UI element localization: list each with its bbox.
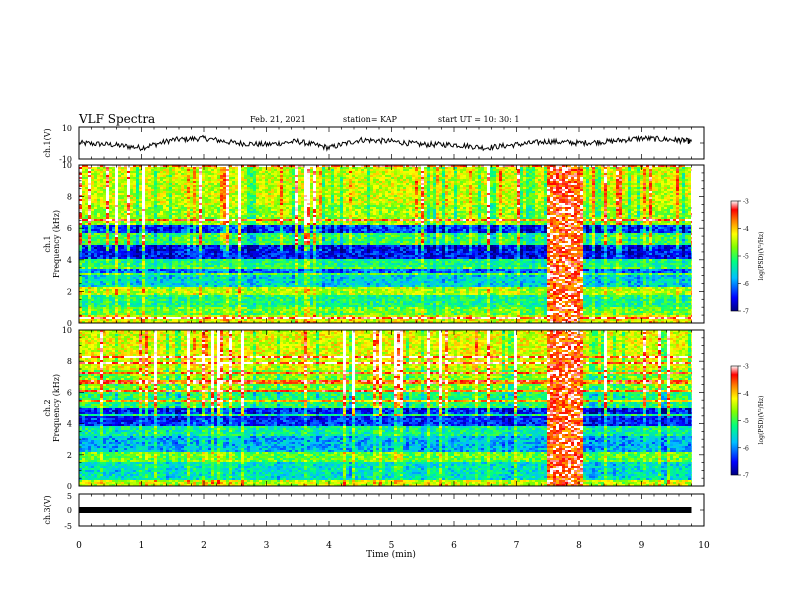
ch3-ticks <box>78 493 705 527</box>
frequency-tick-label: 6 <box>67 388 72 397</box>
colorbar-tick-label: -7 <box>743 309 749 316</box>
ch1-colorbar-ticks: -3 -4 -5 -6 -7 <box>738 199 749 316</box>
ch2-frequency-label: Frequency (kHz) <box>52 374 61 442</box>
ch1-colorbar: -3 -4 -5 -6 -7 log(PSD)(V²/Hz) <box>730 199 765 316</box>
ch2-colorbar-label: log(PSD)(V²/Hz) <box>758 396 765 445</box>
colorbar-tick-label: -4 <box>743 226 749 233</box>
ch3-ytick-middle: 0 <box>67 506 72 515</box>
ch2-frequency-tick-labels: 0 2 4 6 8 10 <box>62 326 72 491</box>
time-tick-label: 4 <box>326 541 332 551</box>
time-tick-label: 0 <box>76 541 82 551</box>
ch2-colorbar-gradient <box>730 365 739 476</box>
ch1-spectrogram-panel: 0 2 4 6 8 10 ch.1 Frequency (kHz) <box>43 161 705 328</box>
colorbar-tick-label: -3 <box>743 364 749 371</box>
frequency-tick-label: 0 <box>67 319 72 328</box>
ch3-ytick-bottom: -5 <box>64 522 72 531</box>
ch1-ytick-top: 10 <box>62 124 72 133</box>
time-axis-tick-labels: 0 1 2 3 4 5 6 7 8 9 10 <box>76 541 710 551</box>
ch1-trace-line <box>78 134 692 152</box>
figure-title: VLF Spectra <box>78 112 155 126</box>
ch1-ytick-bottom: -10 <box>59 155 72 164</box>
ch1-spectrogram-ticks <box>78 164 705 324</box>
colorbar-tick-label: -7 <box>743 473 749 480</box>
time-tick-label: 5 <box>389 541 395 551</box>
time-tick-label: 3 <box>264 541 270 551</box>
frequency-tick-label: 2 <box>67 287 72 296</box>
ch1-x-ticks <box>78 126 705 160</box>
time-tick-label: 9 <box>639 541 645 551</box>
frequency-tick-label: 10 <box>62 161 72 170</box>
frequency-tick-label: 0 <box>67 482 72 491</box>
start-time-label: start UT = 10: 30: 1 <box>438 115 519 124</box>
frequency-tick-label: 8 <box>67 357 72 366</box>
colorbar-tick-label: -6 <box>743 281 749 288</box>
ch3-waveform-panel: 5 0 -5 ch.3(V) <box>43 492 705 531</box>
ch3-ylabel: ch.3(V) <box>43 495 52 524</box>
frequency-tick-label: 2 <box>67 451 72 460</box>
frequency-tick-label: 6 <box>67 224 72 233</box>
ch1-frequency-label: Frequency (kHz) <box>52 210 61 278</box>
station-label: station= KAP <box>343 115 398 124</box>
colorbar-tick-label: -3 <box>743 199 749 206</box>
time-tick-label: 1 <box>139 541 145 551</box>
colorbar-tick-label: -6 <box>743 445 749 452</box>
date-label: Feb. 21, 2021 <box>250 115 306 124</box>
ch3-trace-line <box>79 507 692 513</box>
ch2-spectrogram-panel: 0 2 4 6 8 10 ch.2 Frequency (kHz) <box>43 326 705 491</box>
frequency-tick-label: 8 <box>67 193 72 202</box>
frequency-tick-label: 4 <box>67 256 72 265</box>
ch2-spectrogram-ticks <box>78 329 705 487</box>
ch1-colorbar-gradient <box>730 200 739 312</box>
time-tick-label: 8 <box>576 541 582 551</box>
colorbar-tick-label: -5 <box>743 254 749 261</box>
ch1-spectrogram-ylabel: ch.1 <box>43 235 52 252</box>
time-tick-label: 10 <box>698 541 710 551</box>
ch3-ytick-top: 5 <box>67 492 72 501</box>
ch1-ylabel: ch.1(V) <box>43 128 52 157</box>
colorbar-tick-label: -4 <box>743 391 749 398</box>
ch1-spectrogram-image <box>79 165 692 324</box>
colorbar-tick-label: -5 <box>743 418 749 425</box>
time-axis-label: Time (min) <box>366 549 416 560</box>
ch1-colorbar-label: log(PSD)(V²/Hz) <box>758 232 765 281</box>
time-tick-label: 2 <box>201 541 207 551</box>
time-tick-label: 7 <box>514 541 520 551</box>
frequency-tick-label: 4 <box>67 420 72 429</box>
time-tick-label: 6 <box>451 541 457 551</box>
ch2-spectrogram-image <box>79 330 692 487</box>
ch2-colorbar-ticks: -3 -4 -5 -6 -7 <box>738 364 749 480</box>
ch1-frequency-tick-labels: 0 2 4 6 8 10 <box>62 161 72 328</box>
ch1-waveform-panel: 10 -10 ch.1(V) <box>43 124 705 164</box>
frequency-tick-label: 10 <box>62 326 72 335</box>
ch2-colorbar: -3 -4 -5 -6 -7 log(PSD)(V²/Hz) <box>730 364 765 480</box>
ch2-spectrogram-ylabel: ch.2 <box>43 399 52 416</box>
